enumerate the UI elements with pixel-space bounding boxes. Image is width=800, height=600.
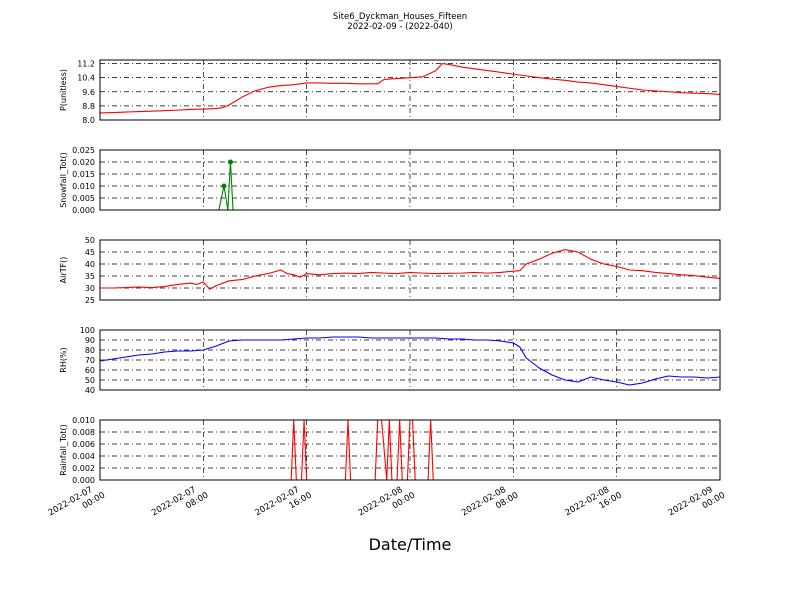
pressure-series-line	[99, 62, 721, 114]
air-temp-ytick-label: 35	[85, 272, 95, 281]
air-temp-ytick-label: 50	[85, 236, 95, 245]
air-temp-y-axis-label: AirTF()	[59, 257, 68, 284]
pressure-ytick-label: 9.6	[82, 88, 95, 97]
pressure-ytick-label: 8.8	[82, 102, 95, 111]
rh-ytick-label: 90	[85, 336, 95, 345]
rh-series-line	[99, 336, 721, 386]
x-tick-label: 2022-02-0800:00	[357, 481, 417, 528]
air-temp-series-line	[100, 249, 721, 290]
x-tick-label: 2022-02-0816:00	[563, 481, 623, 528]
x-tick-label: 2022-02-0708:00	[150, 481, 210, 528]
rh-y-axis-label: RH(%)	[59, 347, 68, 372]
rh-ytick-label: 40	[85, 386, 95, 395]
air-temp-ytick-label: 40	[85, 260, 95, 269]
snowfall-ytick-label: 0.025	[72, 146, 95, 155]
x-tick-label: 2022-02-0716:00	[253, 481, 313, 528]
snowfall-data-point	[227, 159, 233, 165]
snowfall-ytick-label: 0.000	[72, 206, 95, 215]
rh-ytick-label: 100	[80, 326, 95, 335]
rh-ytick-label: 60	[85, 366, 95, 375]
chart-panels: 8.08.89.610.411.2P(unitless)0.0000.0050.…	[59, 59, 721, 485]
rainfall-axes-frame	[99, 419, 721, 481]
air-temp-panel: 25 30 35 40 45 50 AirTF()	[59, 236, 721, 305]
pressure-ytick-label: 8.0	[82, 116, 95, 125]
snowfall-y-axis-label: Snowfall_Tot()	[59, 152, 68, 208]
pressure-y-axis-label: P(unitless)	[59, 69, 68, 111]
pressure-axes-frame	[99, 59, 721, 121]
snowfall-ytick-label: 0.005	[72, 194, 95, 203]
pressure-ytick-label: 10.4	[77, 74, 95, 83]
rainfall-ytick-label: 0.002	[72, 464, 95, 473]
rainfall-ytick-label: 0.004	[72, 452, 95, 461]
snowfall-ytick-label: 0.020	[72, 158, 95, 167]
x-tick-label: 2022-02-0700:00	[47, 481, 107, 528]
snowfall-ytick-label: 0.015	[72, 170, 95, 179]
snowfall-panel: 0.000 0.005 0.010 0.015 0.020 0.025 Snowfall_T…	[59, 146, 721, 215]
air-temp-ytick-label: 45	[85, 248, 95, 257]
chart-title-line-1: Site6_Dyckman_Houses_Fifteen	[333, 12, 467, 22]
snowfall-ytick-label: 0.010	[72, 182, 95, 191]
snowfall-data-point	[221, 183, 227, 189]
pressure-ytick-label: 11.2	[77, 60, 95, 69]
air-temp-ytick-label: 25	[85, 296, 95, 305]
chart-title-line-2: 2022-02-09 - (2022-040)	[347, 22, 452, 32]
rainfall-ytick-label: 0.008	[72, 428, 95, 437]
rainfall-ytick-label: 0.000	[72, 476, 95, 485]
rh-ytick-label: 50	[85, 376, 95, 385]
snowfall-axes-frame	[99, 149, 721, 211]
rh-ytick-label: 70	[85, 356, 95, 365]
rh-axes-frame	[99, 329, 721, 391]
air-temp-axes-frame	[99, 239, 721, 301]
rainfall-ytick-label: 0.006	[72, 440, 95, 449]
pressure-panel: 8.0 8.8 9.6 10.4 11.2 P(unitless)	[59, 59, 721, 125]
rainfall-ytick-label: 0.010	[72, 416, 95, 425]
x-tick-label: 2022-02-0808:00	[460, 481, 520, 528]
x-tick-label: 2022-02-0900:00	[667, 481, 727, 528]
x-tick-labels: 2022-02-0700:00 2022-02-0708:00 2022-02-07…	[47, 481, 727, 528]
rainfall-panel: 0.000 0.002 0.004 0.006 0.008 0.010 Rainfall_T…	[59, 416, 721, 485]
rainfall-y-axis-label: Rainfall_Tot()	[59, 424, 68, 476]
rh-ytick-label: 80	[85, 346, 95, 355]
x-axis-label: Date/Time	[369, 535, 452, 554]
air-temp-ytick-label: 30	[85, 284, 95, 293]
